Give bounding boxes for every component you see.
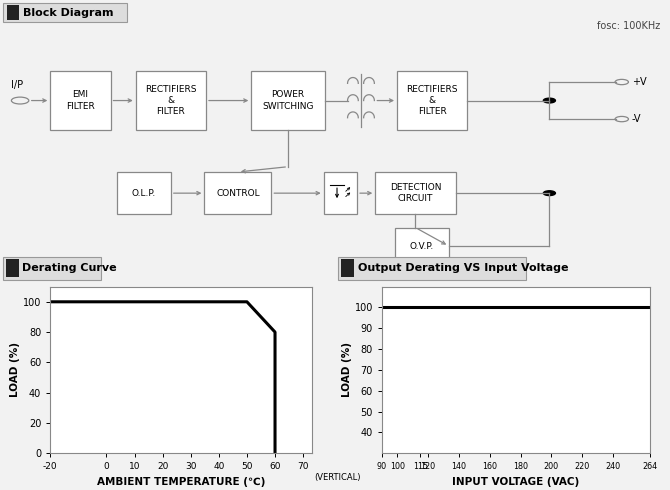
Text: O.L.P.: O.L.P. <box>132 189 156 197</box>
FancyBboxPatch shape <box>324 172 357 214</box>
FancyBboxPatch shape <box>7 5 19 21</box>
Y-axis label: LOAD (%): LOAD (%) <box>10 343 20 397</box>
Text: RECTIFIERS
&
FILTER: RECTIFIERS & FILTER <box>407 85 458 116</box>
FancyBboxPatch shape <box>50 72 111 130</box>
Text: O.V.P.: O.V.P. <box>410 242 434 250</box>
Text: POWER
SWITCHING: POWER SWITCHING <box>263 91 314 111</box>
FancyBboxPatch shape <box>251 72 325 130</box>
Text: Output Derating VS Input Voltage: Output Derating VS Input Voltage <box>358 263 569 273</box>
Text: RECTIFIERS
&
FILTER: RECTIFIERS & FILTER <box>145 85 196 116</box>
Circle shape <box>543 191 555 196</box>
Circle shape <box>543 98 555 103</box>
FancyBboxPatch shape <box>135 72 206 130</box>
Text: (VERTICAL): (VERTICAL) <box>314 473 360 482</box>
Text: fosc: 100KHz: fosc: 100KHz <box>597 21 660 31</box>
X-axis label: AMBIENT TEMPERATURE (℃): AMBIENT TEMPERATURE (℃) <box>96 477 265 487</box>
FancyBboxPatch shape <box>3 2 127 23</box>
FancyBboxPatch shape <box>341 259 354 277</box>
Text: -V: -V <box>632 114 641 124</box>
X-axis label: INPUT VOLTAGE (VAC): INPUT VOLTAGE (VAC) <box>452 477 580 487</box>
FancyBboxPatch shape <box>6 259 19 277</box>
FancyBboxPatch shape <box>397 72 468 130</box>
FancyBboxPatch shape <box>338 257 526 280</box>
FancyBboxPatch shape <box>395 227 449 265</box>
Text: CONTROL: CONTROL <box>216 189 260 197</box>
Y-axis label: LOAD (%): LOAD (%) <box>342 343 352 397</box>
FancyBboxPatch shape <box>117 172 171 214</box>
Text: DETECTION
CIRCUIT: DETECTION CIRCUIT <box>390 183 441 203</box>
Text: Derating Curve: Derating Curve <box>23 263 117 273</box>
Text: EMI
FILTER: EMI FILTER <box>66 91 94 111</box>
Text: Block Diagram: Block Diagram <box>23 8 113 18</box>
Text: I/P: I/P <box>11 80 23 90</box>
FancyBboxPatch shape <box>204 172 271 214</box>
FancyBboxPatch shape <box>3 257 100 280</box>
Text: +V: +V <box>632 77 647 87</box>
FancyBboxPatch shape <box>375 172 456 214</box>
